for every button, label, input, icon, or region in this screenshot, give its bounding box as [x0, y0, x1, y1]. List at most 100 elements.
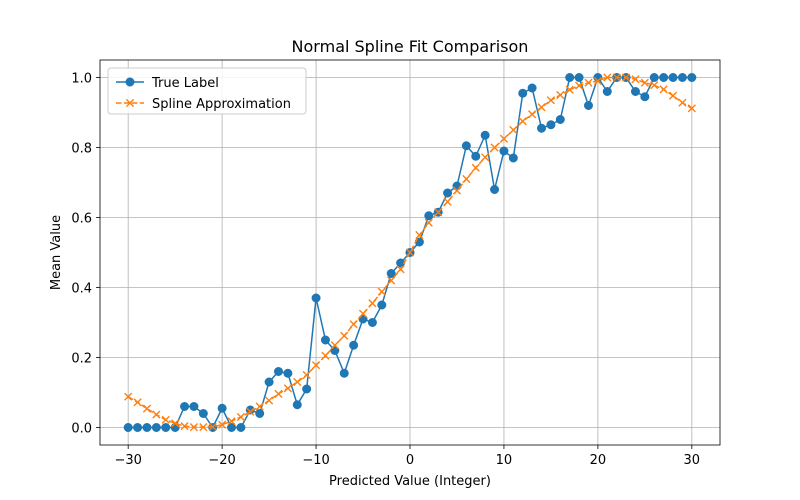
data-point: [556, 90, 565, 100]
data-point: [199, 423, 208, 432]
data-point: [537, 103, 546, 112]
data-point: [368, 299, 377, 308]
data-point: [668, 91, 678, 100]
data-point: [321, 351, 330, 360]
data-point: [518, 117, 527, 126]
data-point: [311, 293, 321, 303]
data-point: [593, 76, 602, 86]
data-point: [349, 340, 359, 350]
data-point: [217, 403, 227, 413]
legend-label: Spline Approximation: [152, 97, 291, 112]
data-point: [415, 230, 424, 240]
data-point: [124, 392, 133, 401]
data-point: [340, 331, 349, 340]
data-point: [255, 402, 264, 411]
data-point: [546, 96, 556, 105]
data-point: [227, 423, 237, 432]
data-point: [603, 73, 612, 82]
data-point: [650, 81, 659, 90]
x-tick-label: −10: [302, 453, 329, 468]
data-point: [274, 389, 283, 398]
x-tick-label: −20: [208, 453, 235, 468]
data-point: [180, 422, 189, 431]
data-point: [396, 265, 405, 274]
data-point: [640, 78, 649, 87]
data-point: [151, 423, 161, 432]
data-point: [236, 412, 246, 422]
data-point: [161, 423, 171, 432]
x-tick-label: 0: [406, 453, 414, 468]
data-point: [171, 419, 180, 428]
data-point: [499, 146, 509, 156]
data-point: [546, 120, 556, 130]
data-point: [198, 409, 208, 418]
data-point: [462, 174, 471, 184]
y-tick-label: 0.6: [71, 212, 92, 227]
data-point: [565, 85, 574, 94]
data-point: [142, 423, 152, 432]
data-point: [161, 415, 170, 424]
data-point: [434, 208, 443, 217]
data-point: [499, 134, 509, 143]
data-point: [659, 85, 668, 94]
data-point: [180, 402, 190, 411]
data-point: [678, 98, 687, 107]
data-point: [133, 423, 143, 432]
y-tick-label: 0.8: [71, 142, 92, 157]
data-point: [612, 73, 621, 82]
data-point: [537, 123, 547, 133]
data-point: [452, 186, 462, 195]
data-point: [264, 396, 274, 405]
data-point: [189, 402, 199, 411]
legend: True Label Spline Approximation: [107, 67, 307, 115]
data-point: [255, 409, 265, 418]
data-point: [330, 341, 339, 350]
data-point: [574, 81, 584, 90]
data-point: [377, 287, 386, 296]
data-point: [208, 422, 217, 431]
x-tick-label: 20: [590, 453, 607, 468]
y-tick-label: 1.0: [71, 72, 92, 87]
data-point: [471, 151, 481, 161]
y-axis-label: Mean Value: [49, 215, 64, 290]
data-point: [443, 188, 453, 198]
data-point: [461, 141, 471, 151]
data-point: [509, 125, 518, 135]
data-point: [386, 269, 396, 278]
data-point: [273, 367, 283, 376]
x-tick-label: 10: [496, 453, 513, 468]
data-point: [490, 143, 499, 152]
x-axis-label: Predicted Value (Integer): [329, 474, 491, 489]
data-point: [189, 423, 199, 432]
series-spline-approximation: [124, 73, 696, 432]
y-tick-label: 0.0: [71, 422, 92, 437]
data-point: [649, 73, 659, 82]
data-point: [292, 400, 302, 410]
data-point: [293, 377, 302, 387]
data-point: [481, 153, 490, 162]
plot-frame: [99, 59, 721, 446]
data-point: [621, 73, 631, 82]
series-layer: [123, 73, 697, 432]
data-point: [367, 318, 377, 327]
data-point: [574, 73, 584, 82]
data-point: [123, 423, 133, 432]
data-point: [283, 368, 293, 378]
legend-label: True Label: [151, 76, 219, 91]
data-point: [358, 309, 368, 318]
data-point: [311, 361, 321, 370]
data-point: [602, 87, 612, 96]
data-point: [583, 101, 593, 110]
x-tick-label: −30: [114, 453, 141, 468]
data-point: [631, 75, 640, 84]
data-point: [283, 384, 292, 393]
data-point: [508, 153, 518, 163]
data-point: [471, 163, 480, 172]
data-point: [227, 417, 236, 426]
data-point: [339, 368, 349, 378]
legend-box: [107, 67, 307, 115]
data-point: [125, 98, 135, 108]
data-point: [349, 320, 358, 329]
